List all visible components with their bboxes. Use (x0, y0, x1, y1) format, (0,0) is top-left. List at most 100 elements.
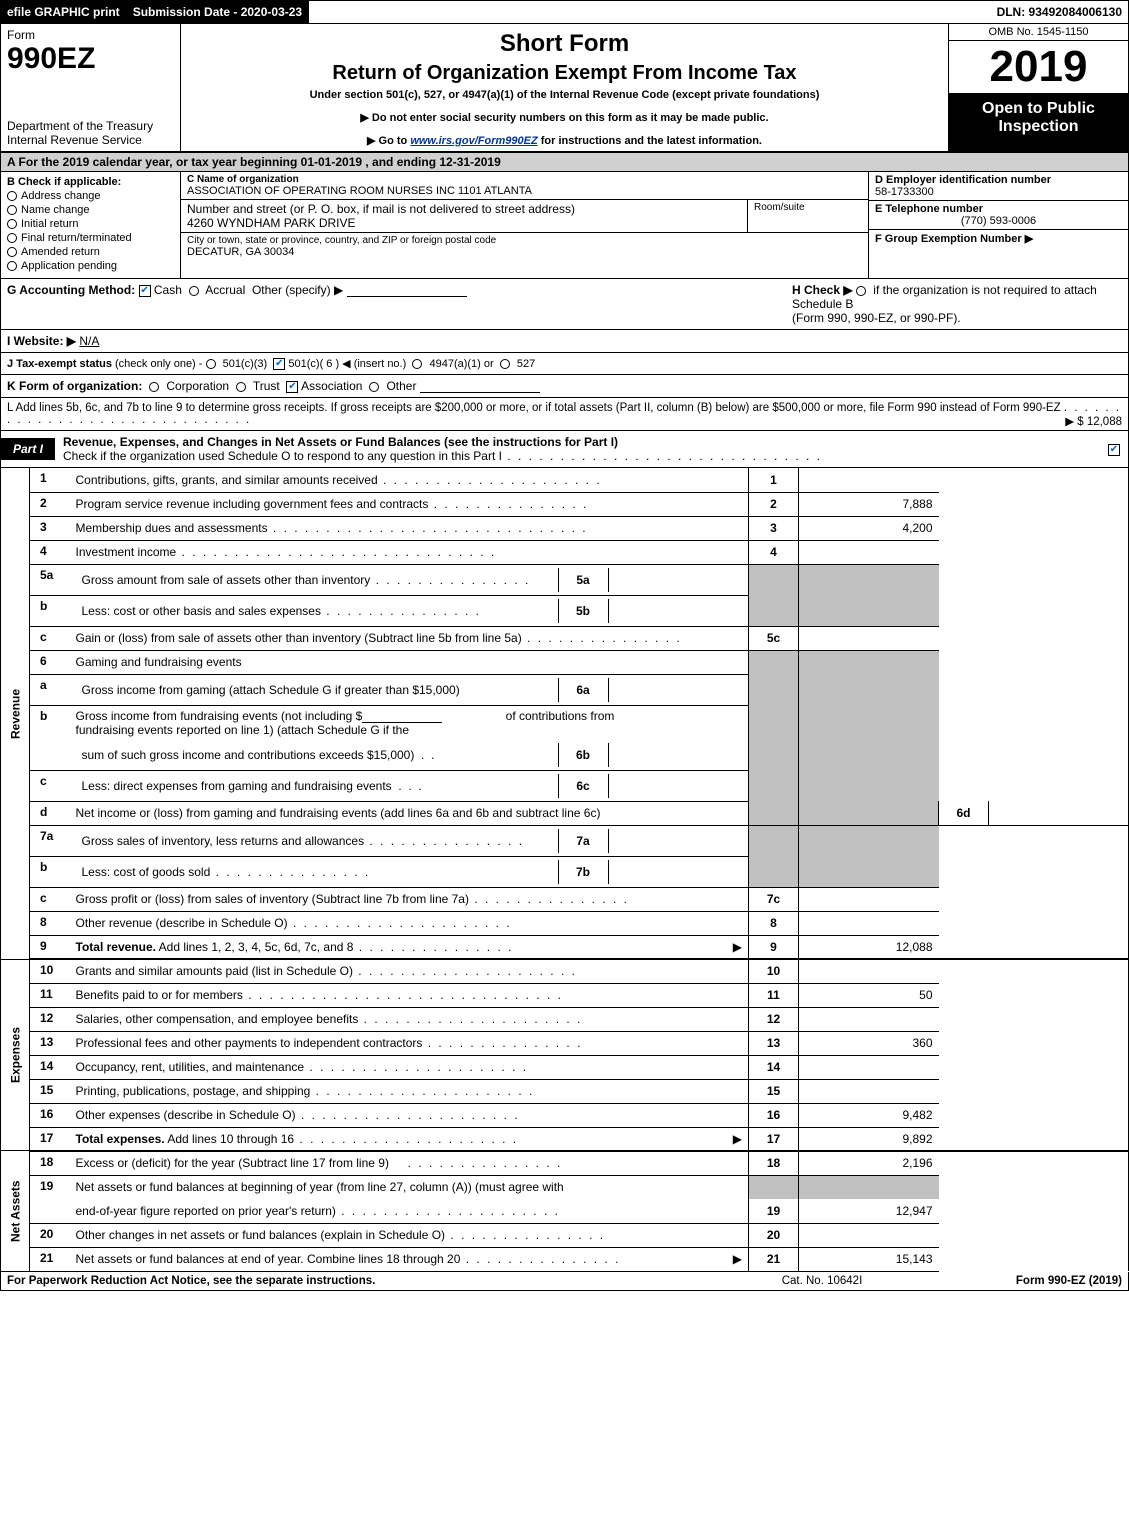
note2-pre: ▶ Go to (367, 135, 410, 147)
part1-header: Part I Revenue, Expenses, and Changes in… (0, 431, 1129, 468)
check-trust[interactable] (236, 382, 246, 392)
line-19-2: end-of-year figure reported on prior yea… (1, 1199, 1129, 1223)
line-2-value: 7,888 (799, 492, 939, 516)
expenses-side-label: Expenses (1, 959, 30, 1151)
row-l-gross-receipts: L Add lines 5b, 6c, and 7b to line 9 to … (0, 398, 1129, 431)
line-3-value: 4,200 (799, 516, 939, 540)
line-10: Expenses 10 Grants and similar amounts p… (1, 959, 1129, 983)
line-16: 16 Other expenses (describe in Schedule … (1, 1103, 1129, 1127)
check-501c[interactable] (273, 358, 285, 370)
row-g-h: G Accounting Method: Cash Accrual Other … (0, 279, 1129, 330)
line-3: 3 Membership dues and assessments 3 4,20… (1, 516, 1129, 540)
check-association[interactable] (286, 381, 298, 393)
row-i-website: I Website: ▶ N/A (0, 330, 1129, 353)
line-6: 6 Gaming and fundraising events (1, 650, 1129, 674)
city-cell: City or town, state or province, country… (181, 233, 868, 260)
line-15: 15 Printing, publications, postage, and … (1, 1079, 1129, 1103)
check-amended-return[interactable]: Amended return (7, 246, 174, 258)
group-exemption-cell: F Group Exemption Number ▶ (869, 230, 1128, 278)
other-method-input[interactable] (347, 283, 467, 297)
section-c-name-address: C Name of organization ASSOCIATION OF OP… (181, 172, 868, 278)
check-name-change[interactable]: Name change (7, 204, 174, 216)
city-state-zip: DECATUR, GA 30034 (187, 246, 862, 258)
row-a-tax-year: A For the 2019 calendar year, or tax yea… (0, 153, 1129, 172)
header-left: Form 990EZ Department of the Treasury In… (1, 24, 181, 151)
header-subtitle: Under section 501(c), 527, or 4947(a)(1)… (187, 89, 942, 101)
line-1: Revenue 1 Contributions, gifts, grants, … (1, 468, 1129, 492)
check-final-return[interactable]: Final return/terminated (7, 232, 174, 244)
line-8: 8 Other revenue (describe in Schedule O)… (1, 911, 1129, 935)
line-8-value (799, 911, 939, 935)
line-5c-value (799, 626, 939, 650)
line-1-value (799, 468, 939, 492)
instructions-link-line: ▶ Go to www.irs.gov/Form990EZ for instru… (187, 134, 942, 147)
omb-number: OMB No. 1545-1150 (949, 24, 1128, 41)
top-bar: efile GRAPHIC print Submission Date - 20… (0, 0, 1129, 24)
line-4: 4 Investment income 4 (1, 540, 1129, 564)
line-10-value (799, 959, 939, 983)
check-initial-return[interactable]: Initial return (7, 218, 174, 230)
street-address: 4260 WYNDHAM PARK DRIVE (187, 216, 741, 230)
check-corporation[interactable] (149, 382, 159, 392)
line-6b-1: b Gross income from fundraising events (… (1, 705, 1129, 740)
revenue-side-label: Revenue (1, 468, 30, 959)
check-4947[interactable] (412, 359, 422, 369)
section-b-checks: B Check if applicable: Address change Na… (1, 172, 181, 278)
topbar-spacer (309, 1, 990, 23)
part1-schedule-o-check[interactable] (1108, 444, 1120, 456)
line-18: Net Assets 18 Excess or (deficit) for th… (1, 1151, 1129, 1175)
check-h[interactable] (856, 286, 866, 296)
line-2: 2 Program service revenue including gove… (1, 492, 1129, 516)
part1-title: Revenue, Expenses, and Changes in Net As… (55, 431, 1100, 467)
section-d-e-f: D Employer identification number 58-1733… (868, 172, 1128, 278)
line-16-value: 9,482 (799, 1103, 939, 1127)
part1-tab: Part I (1, 438, 55, 460)
line-13: 13 Professional fees and other payments … (1, 1031, 1129, 1055)
line-14: 14 Occupancy, rent, utilities, and maint… (1, 1055, 1129, 1079)
check-527[interactable] (500, 359, 510, 369)
irs-link[interactable]: www.irs.gov/Form990EZ (410, 135, 537, 147)
org-name: ASSOCIATION OF OPERATING ROOM NURSES INC… (187, 185, 862, 197)
check-application-pending[interactable]: Application pending (7, 260, 174, 272)
check-address-change[interactable]: Address change (7, 190, 174, 202)
line-19-value: 12,947 (799, 1199, 939, 1223)
line-6d-value (989, 801, 1129, 825)
line-13-value: 360 (799, 1031, 939, 1055)
line-4-value (799, 540, 939, 564)
other-org-input[interactable] (420, 379, 540, 393)
irs-label: Internal Revenue Service (7, 133, 174, 147)
note2-post: for instructions and the latest informat… (538, 135, 762, 147)
check-501c3[interactable] (206, 359, 216, 369)
check-other-org[interactable] (369, 382, 379, 392)
header-right: OMB No. 1545-1150 2019 Open to Public In… (948, 24, 1128, 151)
phone-cell: E Telephone number (770) 593-0006 (869, 201, 1128, 230)
efile-print[interactable]: efile GRAPHIC print (1, 1, 127, 23)
row-j-tax-exempt: J Tax-exempt status (check only one) - 5… (0, 353, 1129, 375)
cat-no: Cat. No. 10642I (722, 1275, 922, 1287)
b-label: B Check if applicable: (7, 176, 174, 188)
phone-value: (770) 593-0006 (875, 215, 1122, 227)
line-11: 11 Benefits paid to or for members 11 50 (1, 983, 1129, 1007)
row-k-form-org: K Form of organization: Corporation Trus… (0, 375, 1129, 398)
website-value: N/A (79, 334, 99, 348)
line-6b-2: sum of such gross income and contributio… (1, 740, 1129, 771)
line-20-value (799, 1223, 939, 1247)
check-accrual[interactable] (189, 286, 199, 296)
line-5c: c Gain or (loss) from sale of assets oth… (1, 626, 1129, 650)
ein-value: 58-1733300 (875, 186, 934, 198)
entity-block: B Check if applicable: Address change Na… (0, 172, 1129, 279)
street-cell: Number and street (or P. O. box, if mail… (181, 200, 748, 232)
check-cash[interactable] (139, 285, 151, 297)
room-suite-cell: Room/suite (748, 200, 868, 232)
form-header: Form 990EZ Department of the Treasury In… (0, 24, 1129, 153)
tax-year: 2019 (949, 41, 1128, 94)
ein-cell: D Employer identification number 58-1733… (869, 172, 1128, 201)
dept-treasury: Department of the Treasury (7, 119, 174, 133)
line-12: 12 Salaries, other compensation, and emp… (1, 1007, 1129, 1031)
line-21-value: 15,143 (799, 1247, 939, 1271)
line-7a: 7a Gross sales of inventory, less return… (1, 825, 1129, 856)
line-18-value: 2,196 (799, 1151, 939, 1175)
org-name-cell: C Name of organization ASSOCIATION OF OP… (181, 172, 868, 200)
line-9: 9 Total revenue. Total revenue. Add line… (1, 935, 1129, 959)
6b-amount-input[interactable] (362, 709, 442, 723)
